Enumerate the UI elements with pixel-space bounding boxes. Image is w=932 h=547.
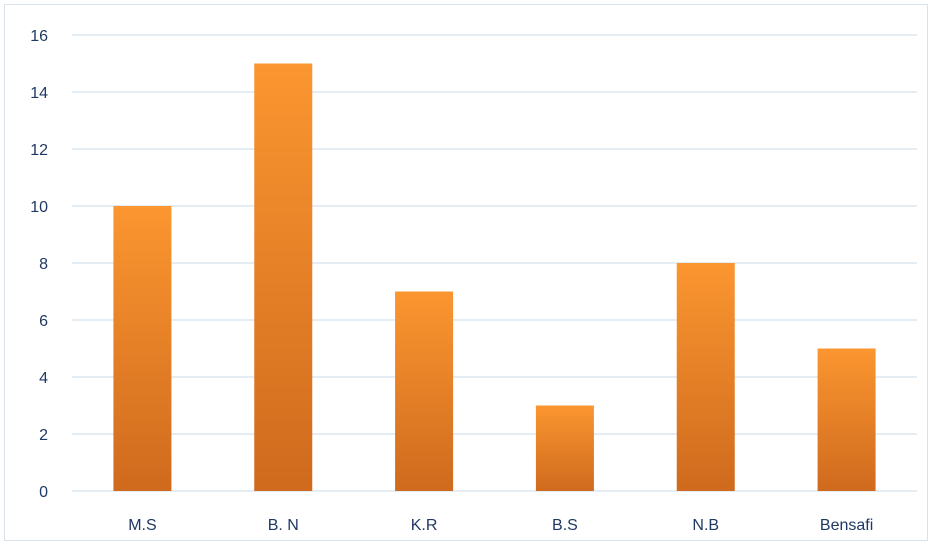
x-category-label: B.S — [552, 517, 578, 534]
x-category-label: K.R — [411, 517, 438, 534]
y-tick-label: 12 — [30, 142, 48, 159]
chart-frame: 0 2 4 6 8 10 12 14 16 M.S B. N K.R B.S N.B Bensafi — [4, 4, 928, 541]
y-tick-label: 10 — [30, 199, 48, 216]
x-category-label: Bensafi — [820, 517, 873, 534]
bars — [113, 63, 876, 491]
bar-n-b — [676, 263, 735, 491]
y-tick-label: 6 — [39, 313, 48, 330]
bar-k-r — [395, 291, 454, 491]
gridlines — [72, 34, 917, 492]
y-tick-label: 16 — [30, 28, 48, 45]
x-category-label: B. N — [268, 517, 299, 534]
x-category-label: N.B — [692, 517, 719, 534]
bar-b-s — [535, 405, 594, 491]
y-tick-label: 8 — [39, 256, 48, 273]
y-axis-tick-labels: 0 2 4 6 8 10 12 14 16 — [30, 28, 48, 501]
bar-m-s — [113, 206, 172, 491]
y-tick-label: 4 — [39, 370, 48, 387]
bar-b-n — [254, 63, 313, 491]
bar-chart: 0 2 4 6 8 10 12 14 16 M.S B. N K.R B.S N.B Bensafi — [30, 28, 917, 534]
y-tick-label: 0 — [39, 484, 48, 501]
y-tick-label: 2 — [39, 427, 48, 444]
y-tick-label: 14 — [30, 85, 48, 102]
bar-bensafi — [817, 348, 876, 491]
x-axis-category-labels: M.S B. N K.R B.S N.B Bensafi — [128, 517, 873, 534]
x-category-label: M.S — [128, 517, 156, 534]
